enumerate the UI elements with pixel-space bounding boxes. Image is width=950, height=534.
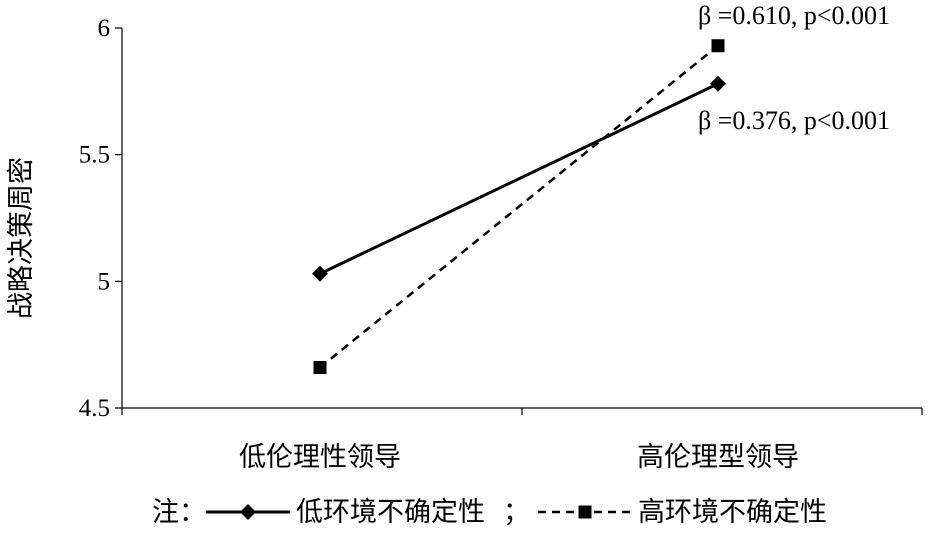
series-layer xyxy=(312,39,726,374)
data-point-square xyxy=(711,39,725,53)
y-tick-label: 6 xyxy=(98,15,111,42)
x-tick-label: 低伦理性领导 xyxy=(239,442,401,472)
y-tick-label: 5.5 xyxy=(79,142,110,169)
y-tick-label: 4.5 xyxy=(79,395,110,422)
legend-label: 高环境不确定性 xyxy=(638,497,827,527)
axes: 4.5 5 5.5 6 低伦理性领导 高伦理型领导 战略决策周密 xyxy=(6,15,923,472)
y-axis-title: 战略决策周密 xyxy=(6,157,36,319)
series-line xyxy=(319,82,719,276)
annotation-label: β =0.376, p<0.001 xyxy=(698,106,890,135)
legend-separator: ； xyxy=(503,497,530,527)
annotation-layer: β =0.610, p<0.001 β =0.376, p<0.001 xyxy=(698,1,890,135)
series-1 xyxy=(312,75,726,282)
annotation-label: β =0.610, p<0.001 xyxy=(698,1,890,30)
legend: 注： 低环境不确定性 ； 高环境不确定性 xyxy=(152,497,827,527)
legend-label: 低环境不确定性 xyxy=(296,497,485,527)
series-line xyxy=(319,44,719,369)
legend-prefix: 注： xyxy=(152,497,206,527)
series-2 xyxy=(313,39,725,374)
legend-marker-diamond xyxy=(240,504,256,520)
legend-marker-square xyxy=(578,505,592,519)
data-point-square xyxy=(313,360,327,374)
x-tick-label: 高伦理型领导 xyxy=(637,442,799,472)
y-tick-label: 5 xyxy=(98,268,111,295)
data-point-diamond xyxy=(312,265,328,282)
data-point-diamond xyxy=(710,75,726,92)
